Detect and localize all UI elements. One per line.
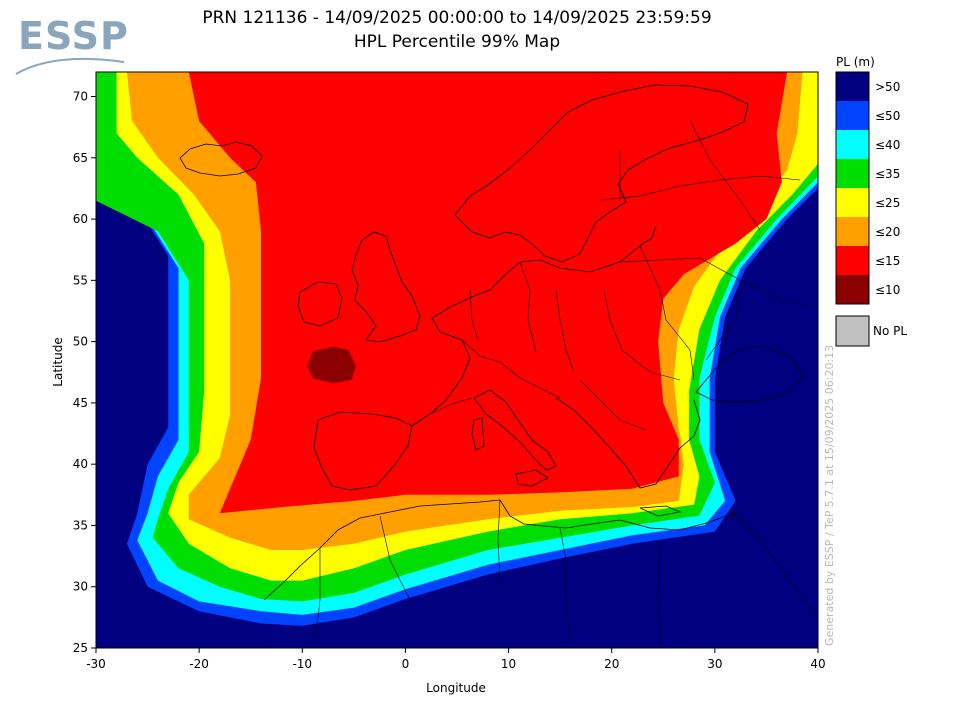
x-tick-label: 10 bbox=[501, 657, 516, 671]
x-tick-label: 0 bbox=[402, 657, 410, 671]
essp-logo: ESSP bbox=[14, 14, 134, 84]
map-plot-area bbox=[96, 72, 819, 649]
legend-label: ≤20 bbox=[875, 225, 900, 239]
legend-swatch bbox=[836, 130, 869, 159]
legend: >50 ≤50 ≤40 ≤35 ≤25 ≤20 ≤15 ≤10 No PL bbox=[835, 71, 907, 347]
y-axis-label: Latitude bbox=[51, 337, 65, 386]
x-axis-label: Longitude bbox=[426, 681, 486, 695]
y-tick-label: 40 bbox=[73, 457, 88, 471]
legend-label: ≤50 bbox=[875, 109, 900, 123]
chart-title-line2: HPL Percentile 99% Map bbox=[353, 32, 561, 52]
x-tick-label: -10 bbox=[292, 657, 312, 671]
legend-label: ≤35 bbox=[875, 167, 900, 181]
y-tick-label: 45 bbox=[73, 396, 88, 410]
logo-text: ESSP bbox=[18, 14, 129, 58]
legend-swatch bbox=[836, 72, 869, 101]
legend-swatch bbox=[836, 188, 869, 217]
percentile-regions bbox=[96, 72, 819, 626]
y-tick-label: 35 bbox=[73, 518, 88, 532]
legend-swatch bbox=[836, 217, 869, 246]
y-tick-label: 60 bbox=[73, 212, 88, 226]
legend-label: ≤40 bbox=[875, 138, 900, 152]
x-tick-label: 20 bbox=[604, 657, 619, 671]
legend-title: PL (m) bbox=[836, 55, 875, 69]
legend-bar-frame bbox=[835, 71, 870, 305]
y-tick-label: 50 bbox=[73, 335, 88, 349]
x-tick-label: 40 bbox=[810, 657, 825, 671]
x-axis-ticks: -30 -20 -10 0 10 20 30 40 bbox=[86, 648, 826, 671]
legend-swatch bbox=[836, 275, 869, 304]
legend-label: ≤15 bbox=[875, 254, 900, 268]
legend-no-pl-label: No PL bbox=[873, 324, 907, 338]
legend-label: ≤10 bbox=[875, 283, 900, 297]
region-6 bbox=[307, 346, 356, 384]
y-axis-ticks: 25 30 35 40 45 50 55 60 65 70 bbox=[73, 90, 96, 655]
legend-no-pl-swatch bbox=[835, 315, 870, 347]
logo-swoosh-icon bbox=[15, 57, 125, 75]
region-5 bbox=[188, 72, 788, 514]
x-tick-label: -20 bbox=[189, 657, 209, 671]
legend-swatch bbox=[836, 246, 869, 275]
y-tick-label: 30 bbox=[73, 580, 88, 594]
legend-label: >50 bbox=[875, 80, 900, 94]
y-tick-label: 65 bbox=[73, 151, 88, 165]
x-tick-label: 30 bbox=[707, 657, 722, 671]
plot-frame bbox=[95, 71, 819, 649]
x-tick-label: -30 bbox=[86, 657, 106, 671]
country-borders bbox=[315, 119, 819, 649]
legend-swatch bbox=[836, 101, 869, 130]
y-tick-label: 25 bbox=[73, 641, 88, 655]
y-tick-label: 70 bbox=[73, 90, 88, 104]
y-tick-label: 55 bbox=[73, 273, 88, 287]
legend-label: ≤25 bbox=[875, 196, 900, 210]
legend-swatch bbox=[836, 159, 869, 188]
generated-by-watermark: Generated by ESSP / TeP 5.7.1 at 15/09/2… bbox=[823, 344, 836, 646]
chart-title-line1: PRN 121136 - 14/09/2025 00:00:00 to 14/0… bbox=[202, 8, 712, 28]
